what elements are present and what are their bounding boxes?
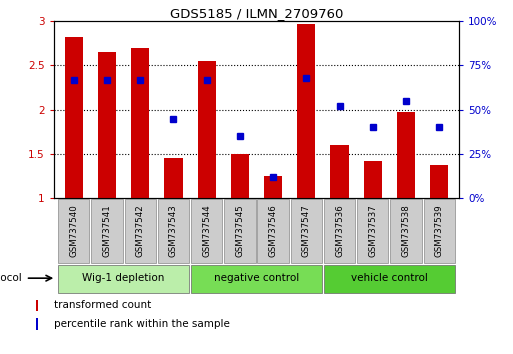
Bar <box>58 265 189 293</box>
Bar <box>36 318 38 330</box>
Text: GSM737544: GSM737544 <box>202 205 211 257</box>
Text: GSM737541: GSM737541 <box>103 205 111 257</box>
Bar <box>158 199 189 263</box>
Text: GSM737542: GSM737542 <box>136 205 145 257</box>
Text: vehicle control: vehicle control <box>351 273 428 283</box>
Bar <box>191 265 322 293</box>
Title: GDS5185 / ILMN_2709760: GDS5185 / ILMN_2709760 <box>170 7 343 20</box>
Text: GSM737543: GSM737543 <box>169 205 178 257</box>
Bar <box>324 265 455 293</box>
Bar <box>330 145 349 198</box>
Bar <box>164 159 183 198</box>
Bar <box>198 61 216 198</box>
Bar <box>191 199 222 263</box>
Text: GSM737547: GSM737547 <box>302 205 311 257</box>
Text: GSM737546: GSM737546 <box>269 205 278 257</box>
Bar <box>224 199 255 263</box>
Bar <box>390 199 422 263</box>
Bar <box>91 199 123 263</box>
Bar <box>98 52 116 198</box>
Text: GSM737536: GSM737536 <box>335 205 344 257</box>
Bar <box>291 199 322 263</box>
Text: GSM737538: GSM737538 <box>402 205 410 257</box>
Bar <box>264 176 282 198</box>
Text: protocol: protocol <box>0 273 22 283</box>
Text: negative control: negative control <box>214 273 299 283</box>
Bar <box>430 165 448 198</box>
Text: GSM737540: GSM737540 <box>69 205 78 257</box>
Bar <box>258 199 289 263</box>
Text: transformed count: transformed count <box>54 300 151 310</box>
Bar <box>357 199 388 263</box>
Text: GSM737539: GSM737539 <box>435 205 444 257</box>
Bar <box>125 199 156 263</box>
Bar <box>231 154 249 198</box>
Text: Wig-1 depletion: Wig-1 depletion <box>83 273 165 283</box>
Bar <box>297 24 315 198</box>
Bar <box>364 161 382 198</box>
Bar <box>131 48 149 198</box>
Text: GSM737537: GSM737537 <box>368 205 377 257</box>
Bar <box>324 199 355 263</box>
Bar <box>58 199 89 263</box>
Bar <box>65 37 83 198</box>
Text: percentile rank within the sample: percentile rank within the sample <box>54 319 230 329</box>
Bar <box>397 113 415 198</box>
Bar <box>424 199 455 263</box>
Text: GSM737545: GSM737545 <box>235 205 244 257</box>
Bar <box>36 299 38 311</box>
